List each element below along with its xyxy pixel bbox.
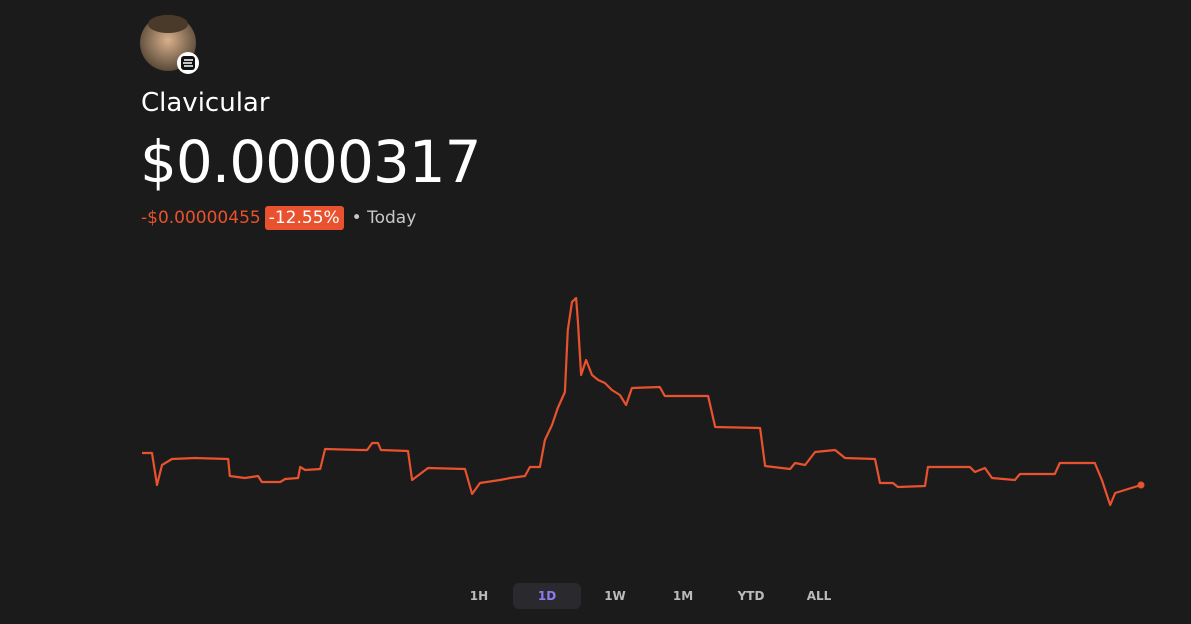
token-name: Clavicular xyxy=(141,88,270,118)
range-button[interactable]: 1W xyxy=(604,589,626,603)
range-button[interactable]: ALL xyxy=(806,589,832,603)
last-point xyxy=(1137,481,1145,489)
chart xyxy=(142,296,1145,507)
change-amount: -$0.00000455 xyxy=(141,208,261,228)
change-percent: -12.55% xyxy=(264,206,344,230)
range-button[interactable]: 1M xyxy=(672,589,694,603)
period: • Today xyxy=(351,208,417,228)
period-label: Today xyxy=(367,208,417,228)
range-button[interactable]: 1D xyxy=(513,583,581,609)
range-button[interactable]: 1H xyxy=(469,589,489,603)
range-selector: 1H 1D 1W 1M YTD ALL xyxy=(445,583,853,609)
change-row: -$0.00000455 -12.55% • Today xyxy=(141,206,416,230)
avatar xyxy=(140,15,199,74)
token-price: $0.0000317 xyxy=(140,128,482,196)
range-button[interactable]: YTD xyxy=(737,589,765,603)
price-line xyxy=(142,296,1142,507)
